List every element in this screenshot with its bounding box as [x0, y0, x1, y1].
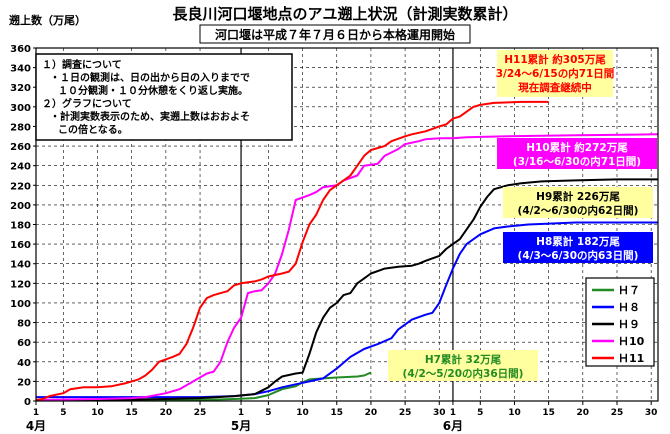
annotation-line: 3/24～6/15の内71日間 — [496, 67, 615, 80]
y-tick-label: 100 — [10, 299, 31, 310]
month-label: 6月 — [443, 419, 463, 433]
month-label: 4月 — [26, 419, 46, 433]
x-tick-label: 20 — [365, 408, 378, 418]
y-tick-label: 160 — [10, 240, 31, 251]
annotation-line: H10累計 約272万尾 — [526, 141, 628, 154]
annotation-box — [503, 187, 653, 218]
x-tick-label: 5 — [60, 408, 66, 418]
note-line: ２）グラフについて — [42, 97, 132, 110]
series-line — [35, 133, 659, 401]
annotation-3: H8累計 182万尾(4/3～6/30の内63日間) — [503, 232, 653, 263]
annotation-4: H7累計 32万尾(4/2～5/20の内36日間) — [388, 350, 538, 381]
annotation-line: (4/2～5/20の内36日間) — [403, 367, 524, 380]
note-line: ・計測実数表示のため、実遡上数はおおよそ — [50, 110, 250, 123]
x-tick-label: 15 — [125, 408, 138, 418]
annotation-line: 現在調査継続中 — [518, 81, 592, 94]
annotation-line: (4/3～6/30の内63日間) — [518, 249, 639, 262]
annotation-line: (3/16～6/30の内71日間) — [513, 155, 641, 168]
chart-subtitle: 河口堰は平成７年７月６日から本格運用開始 — [214, 27, 455, 42]
annotation-line: (4/2～6/30の内62日間) — [518, 204, 639, 217]
y-tick-label: 80 — [17, 319, 31, 330]
y-tick-label: 340 — [10, 64, 31, 75]
legend-label: Ｈ11 — [618, 352, 644, 365]
annotation-line: H8累計 182万尾 — [536, 235, 620, 248]
series-line — [35, 100, 549, 401]
x-tick-label: 10 — [296, 408, 309, 418]
y-tick-label: 140 — [10, 260, 31, 271]
series-line — [36, 371, 372, 401]
legend-label: Ｈ10 — [618, 335, 645, 348]
y-tick-label: 200 — [10, 201, 31, 212]
y-tick-label: 60 — [17, 338, 31, 349]
y-axis-label: 遡上数（万尾） — [9, 13, 86, 27]
annotation-box — [497, 50, 613, 97]
x-tick-label: 1 — [33, 408, 39, 418]
x-tick-label: 5 — [477, 408, 483, 418]
y-tick-label: 260 — [10, 142, 31, 153]
x-tick-label: 25 — [194, 408, 207, 418]
chart-title: 長良川河口堰地点のアユ遡上状況（計測実数累計） — [172, 5, 517, 23]
annotation-line: H11累計 約305万尾 — [504, 53, 606, 66]
y-tick-label: 240 — [10, 162, 31, 173]
y-tick-label: 180 — [10, 221, 31, 232]
x-tick-label: 30 — [645, 408, 658, 418]
annotation-box — [388, 350, 538, 381]
x-tick-label: 25 — [611, 408, 624, 418]
month-label: 5月 — [231, 419, 251, 433]
x-tick-label: 5 — [265, 408, 271, 418]
y-tick-label: 220 — [10, 181, 31, 192]
axis-layer: 0204060801001201401601802002202402602803… — [10, 44, 659, 433]
annotation-line: H9累計 226万尾 — [536, 190, 620, 203]
series-line — [42, 178, 658, 401]
x-tick-label: 1 — [238, 408, 244, 418]
annotation-1: H10累計 約272万尾(3/16～6/30の内71日間) — [497, 138, 657, 169]
x-tick-label: 25 — [399, 408, 412, 418]
series-layer — [35, 100, 659, 401]
y-tick-label: 0 — [24, 397, 31, 408]
annotation-box — [497, 138, 657, 169]
note-line: １０分観測・１０分休憩をくり返し実施。 — [58, 84, 248, 97]
x-tick-label: 20 — [160, 408, 173, 418]
y-tick-label: 300 — [10, 103, 31, 114]
note-line: １）調査について — [42, 58, 122, 71]
x-tick-label: 30 — [433, 408, 446, 418]
legend-label: Ｈ７ — [618, 284, 640, 297]
note-line: ・１日の観測は、日の出から日の入りまでで — [50, 71, 250, 84]
subtitle-box — [199, 24, 471, 44]
legend: Ｈ７ Ｈ８ Ｈ９ Ｈ10 Ｈ11 — [585, 277, 655, 367]
legend-label: Ｈ９ — [618, 318, 640, 331]
x-tick-label: 20 — [577, 408, 590, 418]
x-tick-label: 15 — [330, 408, 343, 418]
y-tick-label: 320 — [10, 83, 31, 94]
x-tick-label: 15 — [542, 408, 555, 418]
x-tick-label: 10 — [508, 408, 521, 418]
legend-label: Ｈ８ — [618, 301, 640, 314]
note-box: １）調査について ・１日の観測は、日の出から日の入りまでで １０分観測・１０分休… — [35, 53, 293, 141]
x-tick-label: 10 — [91, 408, 104, 418]
note-line: この倍となる。 — [58, 123, 128, 136]
y-tick-label: 360 — [10, 44, 31, 55]
y-tick-label: 20 — [17, 377, 31, 388]
annotation-box — [503, 232, 653, 263]
y-tick-label: 40 — [17, 358, 31, 369]
legend-box — [585, 277, 655, 367]
annotation-2: H9累計 226万尾(4/2～6/30の内62日間) — [503, 187, 653, 218]
x-tick-label: 1 — [450, 408, 456, 418]
y-tick-label: 120 — [10, 279, 31, 290]
y-tick-label: 280 — [10, 122, 31, 133]
annotation-line: H7累計 32万尾 — [425, 353, 502, 366]
